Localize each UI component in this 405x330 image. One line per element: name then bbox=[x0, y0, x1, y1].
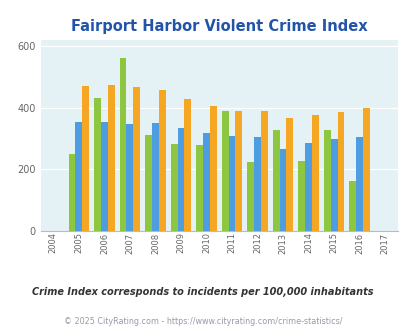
Bar bbox=[260, 111, 267, 231]
Bar bbox=[158, 90, 165, 231]
Bar bbox=[196, 145, 202, 231]
Bar bbox=[82, 86, 89, 231]
Bar bbox=[298, 161, 305, 231]
Bar bbox=[254, 138, 260, 231]
Bar bbox=[177, 128, 184, 231]
Bar bbox=[362, 108, 369, 231]
Bar bbox=[221, 111, 228, 231]
Bar bbox=[133, 87, 140, 231]
Bar bbox=[151, 123, 158, 231]
Bar bbox=[337, 113, 343, 231]
Bar bbox=[202, 133, 209, 231]
Bar bbox=[305, 143, 311, 231]
Bar bbox=[119, 58, 126, 231]
Bar bbox=[94, 98, 101, 231]
Text: Crime Index corresponds to incidents per 100,000 inhabitants: Crime Index corresponds to incidents per… bbox=[32, 287, 373, 297]
Bar bbox=[126, 124, 133, 231]
Bar bbox=[184, 99, 191, 231]
Bar bbox=[348, 181, 355, 231]
Bar bbox=[272, 130, 279, 231]
Bar bbox=[101, 122, 108, 231]
Bar bbox=[209, 106, 216, 231]
Bar bbox=[330, 139, 337, 231]
Bar bbox=[108, 85, 115, 231]
Bar bbox=[75, 122, 82, 231]
Bar bbox=[323, 130, 330, 231]
Bar bbox=[286, 118, 293, 231]
Bar bbox=[355, 138, 362, 231]
Bar bbox=[311, 115, 318, 231]
Bar bbox=[247, 162, 254, 231]
Bar bbox=[68, 154, 75, 231]
Title: Fairport Harbor Violent Crime Index: Fairport Harbor Violent Crime Index bbox=[71, 19, 367, 34]
Bar bbox=[235, 111, 242, 231]
Text: © 2025 CityRating.com - https://www.cityrating.com/crime-statistics/: © 2025 CityRating.com - https://www.city… bbox=[64, 317, 341, 326]
Bar bbox=[170, 144, 177, 231]
Bar bbox=[228, 136, 235, 231]
Bar bbox=[145, 135, 151, 231]
Bar bbox=[279, 149, 286, 231]
